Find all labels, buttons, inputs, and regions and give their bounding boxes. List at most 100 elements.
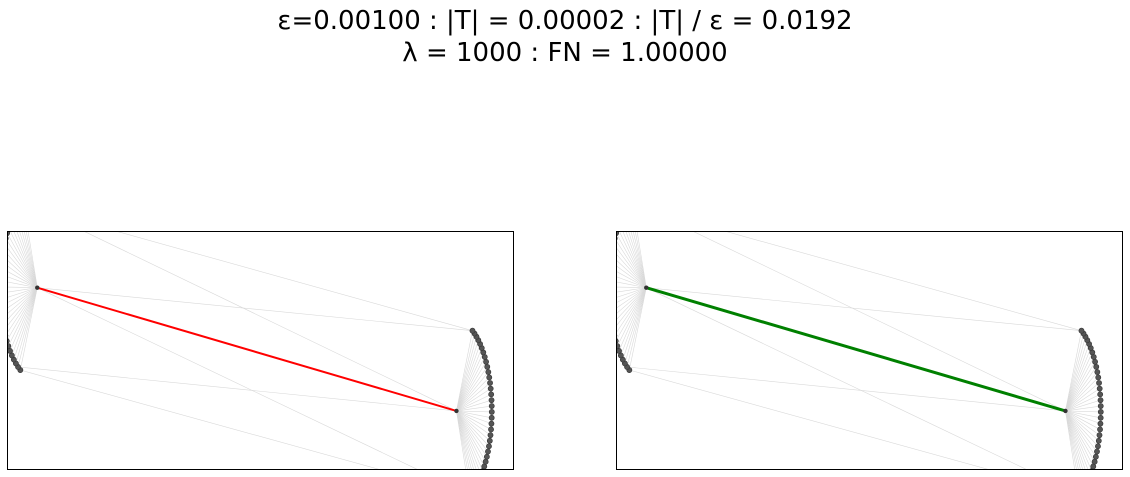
edge xyxy=(1065,410,1095,462)
edge xyxy=(27,232,38,288)
edge xyxy=(1065,405,1101,412)
edge xyxy=(1065,347,1092,412)
edge xyxy=(1065,410,1077,469)
node xyxy=(484,363,491,370)
left-graph-panel xyxy=(7,231,514,470)
node xyxy=(488,420,495,427)
edge xyxy=(1065,330,1082,411)
edge xyxy=(1065,410,1099,447)
edge xyxy=(617,254,647,288)
edge xyxy=(15,287,38,364)
node xyxy=(488,403,495,409)
edge xyxy=(1065,410,1101,430)
edge xyxy=(456,405,492,412)
right-graph-plot xyxy=(617,232,1104,469)
edge xyxy=(117,232,473,331)
edge xyxy=(646,287,1027,469)
edge xyxy=(617,260,647,288)
node xyxy=(617,343,621,349)
node xyxy=(617,338,619,344)
edge xyxy=(626,287,647,368)
edge xyxy=(456,410,492,424)
edge xyxy=(456,382,491,412)
node xyxy=(488,391,495,398)
edge xyxy=(8,254,38,288)
edge xyxy=(456,410,470,469)
edge xyxy=(456,333,475,412)
node xyxy=(1092,453,1099,460)
edge xyxy=(617,287,647,308)
node xyxy=(483,453,490,460)
highlighted-edge xyxy=(37,286,457,412)
left-graph-plot xyxy=(8,232,495,469)
edge xyxy=(456,399,492,412)
edge xyxy=(10,232,38,288)
edge xyxy=(456,394,492,412)
edge xyxy=(628,232,647,288)
edge xyxy=(8,286,38,288)
edge xyxy=(456,352,484,412)
edge xyxy=(617,287,647,303)
node xyxy=(486,443,492,450)
edge xyxy=(8,287,38,308)
node xyxy=(485,369,492,375)
edge xyxy=(456,410,489,452)
edge xyxy=(1065,410,1097,457)
highlighted-edge xyxy=(645,286,1066,413)
edge xyxy=(617,276,647,288)
edge xyxy=(37,287,473,331)
edge xyxy=(8,260,38,288)
edge xyxy=(456,410,477,469)
edge xyxy=(617,287,647,320)
edge xyxy=(8,276,38,288)
edge xyxy=(8,287,38,326)
node xyxy=(1095,437,1102,444)
edge xyxy=(8,287,38,340)
edge xyxy=(1065,352,1093,412)
edge xyxy=(8,266,38,288)
edge xyxy=(8,287,38,320)
figure-title-line-1: ε=0.00100 : |T| = 0.00002 : |T| / ε = 0.… xyxy=(277,6,853,36)
edge xyxy=(8,281,38,288)
node xyxy=(487,380,493,386)
edge xyxy=(13,232,38,288)
node xyxy=(482,458,489,465)
edge xyxy=(629,287,647,371)
node xyxy=(488,397,495,404)
edge xyxy=(1065,399,1101,412)
edge xyxy=(456,343,481,412)
edge xyxy=(636,232,647,288)
edge xyxy=(622,287,647,360)
edge xyxy=(1065,343,1090,412)
edge xyxy=(617,281,647,288)
edge xyxy=(11,287,38,356)
edge xyxy=(456,410,483,469)
edge xyxy=(8,287,38,347)
edge xyxy=(617,287,647,340)
edge xyxy=(17,287,38,368)
edge xyxy=(1065,410,1079,469)
edge xyxy=(617,266,647,288)
edge xyxy=(617,287,647,293)
edge xyxy=(617,287,647,298)
edge xyxy=(617,287,647,326)
edge xyxy=(8,271,38,288)
edge xyxy=(456,388,491,412)
node xyxy=(8,232,11,236)
node xyxy=(8,338,10,344)
edge xyxy=(617,233,647,288)
edge xyxy=(456,410,490,441)
edge xyxy=(1065,394,1101,412)
edge xyxy=(456,410,474,469)
node xyxy=(1094,369,1101,375)
node xyxy=(1096,380,1102,386)
edge xyxy=(37,287,418,469)
node xyxy=(1097,420,1104,427)
edge xyxy=(456,410,468,469)
hub-node xyxy=(35,285,40,290)
edge xyxy=(16,232,38,288)
node xyxy=(8,343,12,349)
edge xyxy=(8,248,38,288)
edge xyxy=(8,287,38,298)
edge xyxy=(456,377,490,412)
